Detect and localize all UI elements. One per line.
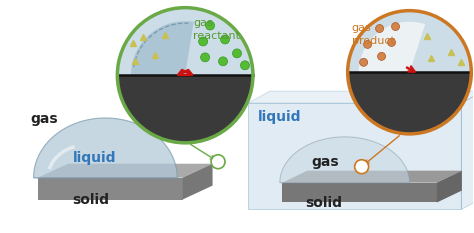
Circle shape <box>219 57 228 66</box>
Polygon shape <box>131 21 194 75</box>
Polygon shape <box>248 91 474 103</box>
Polygon shape <box>283 171 462 183</box>
Polygon shape <box>347 72 471 134</box>
Polygon shape <box>280 137 410 183</box>
Circle shape <box>240 61 249 70</box>
Text: gas: gas <box>312 155 339 169</box>
Polygon shape <box>248 103 461 209</box>
Circle shape <box>347 11 471 134</box>
Text: gas: gas <box>31 112 58 126</box>
Circle shape <box>378 52 385 60</box>
Polygon shape <box>437 171 462 202</box>
Circle shape <box>364 41 372 48</box>
Text: solid: solid <box>73 192 109 206</box>
Circle shape <box>201 53 210 62</box>
Circle shape <box>388 38 395 46</box>
Circle shape <box>233 49 241 58</box>
Circle shape <box>220 35 229 44</box>
Text: liquid: liquid <box>258 110 301 124</box>
Circle shape <box>118 8 253 143</box>
Text: liquid: liquid <box>73 151 116 165</box>
Polygon shape <box>347 11 471 72</box>
Polygon shape <box>38 164 212 178</box>
Circle shape <box>206 21 215 30</box>
Circle shape <box>118 8 253 143</box>
Text: gas
reactant: gas reactant <box>193 18 240 41</box>
Polygon shape <box>118 8 253 75</box>
Circle shape <box>199 37 208 46</box>
Polygon shape <box>38 178 182 199</box>
Polygon shape <box>359 22 425 72</box>
Text: gas
product: gas product <box>352 23 394 46</box>
Polygon shape <box>118 75 253 143</box>
Circle shape <box>392 23 400 31</box>
Polygon shape <box>182 164 212 199</box>
Circle shape <box>360 58 368 66</box>
Circle shape <box>211 155 225 169</box>
Circle shape <box>355 160 369 174</box>
Polygon shape <box>461 91 474 209</box>
Text: solid: solid <box>305 196 342 210</box>
Polygon shape <box>283 183 437 202</box>
Circle shape <box>375 24 383 33</box>
Polygon shape <box>34 118 177 178</box>
